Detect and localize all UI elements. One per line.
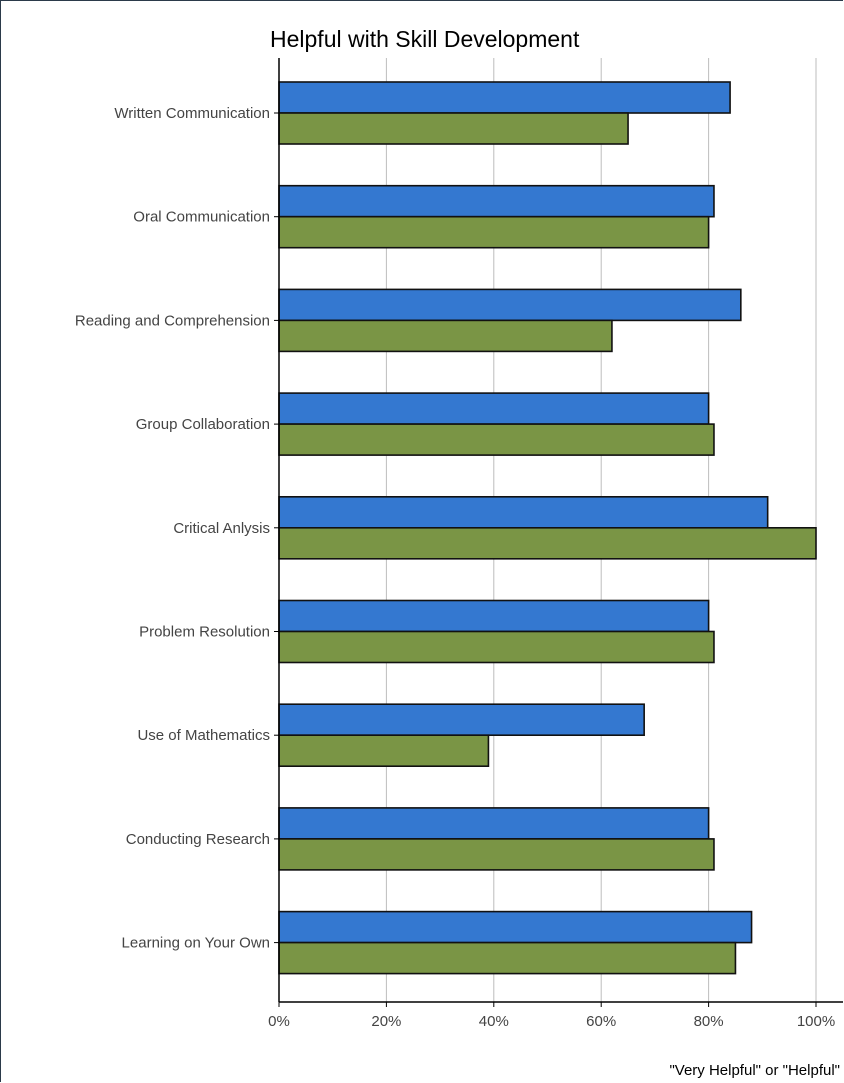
x-tick-label: 20% — [371, 1013, 401, 1030]
category-label: Critical Anlysis — [173, 520, 270, 537]
bar — [278, 423, 715, 456]
bar — [278, 288, 742, 322]
x-tick-label: 100% — [797, 1013, 835, 1030]
bar — [278, 319, 613, 353]
bar — [278, 81, 731, 114]
x-axis-note: "Very Helpful" or "Helpful" — [669, 1062, 840, 1079]
bar — [278, 941, 737, 975]
bar — [278, 495, 769, 529]
x-tick-label: 80% — [694, 1013, 724, 1030]
bar — [278, 215, 710, 249]
category-label: Use of Mathematics — [137, 727, 270, 744]
bar — [278, 807, 710, 840]
bar — [278, 838, 715, 871]
chart-title: Helpful with Skill Development — [270, 26, 580, 52]
x-tick-label: 40% — [479, 1013, 509, 1030]
bar — [278, 599, 710, 633]
bars — [278, 81, 817, 975]
bar — [278, 112, 629, 145]
category-label: Problem Resolution — [139, 624, 270, 641]
bar — [278, 734, 490, 768]
category-label: Reading and Comprehension — [75, 312, 270, 329]
category-label: Group Collaboration — [136, 416, 270, 433]
bar — [278, 630, 715, 664]
category-label: Written Communication — [114, 105, 270, 122]
x-tick-labels: 0% 20% 40% 60% 80% 100% — [268, 1002, 835, 1030]
bar — [278, 184, 715, 218]
bar — [278, 526, 817, 560]
bar — [278, 392, 710, 425]
category-label: Oral Communication — [133, 209, 270, 226]
category-label: Conducting Research — [126, 831, 270, 848]
axes — [278, 58, 843, 1003]
category-labels: Written Communication Oral Communication R… — [75, 105, 279, 952]
bar — [278, 703, 645, 737]
category-label: Learning on Your Own — [122, 935, 270, 952]
bar — [278, 910, 753, 944]
x-tick-label: 60% — [586, 1013, 616, 1030]
x-tick-label: 0% — [268, 1013, 290, 1030]
